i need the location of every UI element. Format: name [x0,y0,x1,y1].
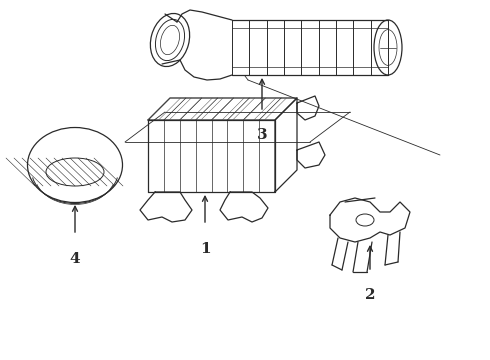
Text: 4: 4 [70,252,80,266]
Text: 3: 3 [257,128,268,142]
Text: 2: 2 [365,288,375,302]
Text: 1: 1 [200,242,210,256]
